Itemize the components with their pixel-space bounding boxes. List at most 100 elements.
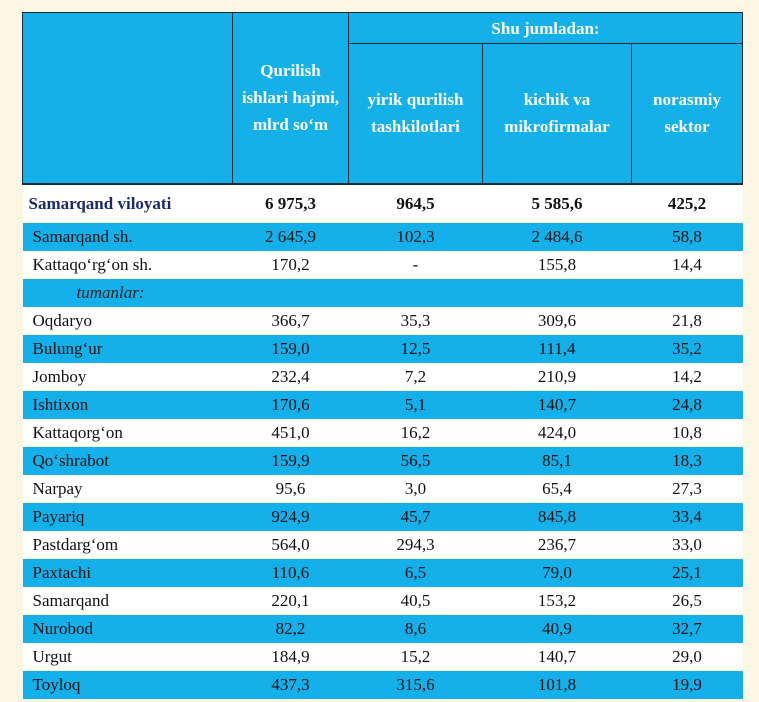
cell-small: 309,6 [482, 306, 632, 335]
cell-volume: 564,0 [232, 530, 349, 559]
cell-volume: 170,2 [232, 250, 349, 279]
cell-large: 12,5 [348, 334, 483, 363]
cell-informal: 19,9 [631, 670, 743, 699]
cell-small: 845,8 [482, 502, 632, 531]
cell-informal: 33,4 [631, 502, 743, 531]
cell-small: 210,9 [482, 362, 632, 391]
table-row: Samarqand sh. 2 645,9 102,3 2 484,6 58,8 [22, 222, 743, 251]
table-row: Paxtachi 110,6 6,5 79,0 25,1 [22, 558, 743, 587]
table-row: Oqdaryo 366,7 35,3 309,6 21,8 [22, 306, 743, 335]
header-large-firms: yirik qurilish tashkilotlari [348, 43, 483, 184]
cell-informal: 21,8 [631, 306, 743, 335]
cell-informal: 24,8 [631, 390, 743, 419]
cell-informal: 33,0 [631, 530, 743, 559]
cell-small: 40,9 [482, 614, 632, 643]
cell-large: 964,5 [348, 182, 483, 223]
cell-small: 140,7 [482, 390, 632, 419]
cell-volume: 451,0 [232, 418, 349, 447]
header-volume: Qurilish ishlari hajmi, mlrd so‘m [232, 12, 349, 184]
cell-informal: 27,3 [631, 474, 743, 503]
row-name: Samarqand [22, 586, 233, 615]
header-small-firms: kichik va mikrofirmalar [482, 43, 632, 184]
cell-large: 294,3 [348, 530, 483, 559]
cell-large: 315,6 [348, 670, 483, 699]
row-name: Oqdaryo [22, 306, 233, 335]
row-name: Payariq [22, 502, 233, 531]
cell-informal: 14,2 [631, 362, 743, 391]
row-name: Samarqand viloyati [22, 182, 233, 223]
table-row: Kattaqo‘rg‘on sh. 170,2-155,8 14,4 [22, 250, 743, 279]
cell-large: 8,6 [348, 614, 483, 643]
cell-small: 2 484,6 [482, 222, 632, 251]
cell-volume: 6 975,3 [232, 182, 349, 223]
cell-informal: 35,2 [631, 334, 743, 363]
cell-volume: 220,1 [232, 586, 349, 615]
cell-volume: 170,6 [232, 390, 349, 419]
row-name: Nurobod [22, 614, 233, 643]
row-name: Pastdarg‘om [22, 530, 233, 559]
header-informal-sector: norasmiy sektor [631, 43, 743, 184]
cell-volume: 110,6 [232, 558, 349, 587]
row-name: Kattaqorg‘on [22, 418, 233, 447]
cell-large: 15,2 [348, 642, 483, 671]
cell-large: 35,3 [348, 306, 483, 335]
cell-large: 3,0 [348, 474, 483, 503]
table-row: Payariq 924,9 45,7 845,8 33,4 [22, 502, 743, 531]
table-row: Jomboy 232,4 7,2 210,9 14,2 [22, 362, 743, 391]
table-body: Samarqand viloyati 6 975,3 964,5 5 585,6… [22, 182, 743, 699]
cell-large: 6,5 [348, 558, 483, 587]
cell-small: 101,8 [482, 670, 632, 699]
cell-small: 153,2 [482, 586, 632, 615]
row-name: Ishtixon [22, 390, 233, 419]
cell-small: 79,0 [482, 558, 632, 587]
cell-volume: 366,7 [232, 306, 349, 335]
table-row-subheader: tumanlar: [22, 278, 743, 307]
cell-large: 7,2 [348, 362, 483, 391]
cell-informal: 29,0 [631, 642, 743, 671]
cell-large: - [348, 250, 483, 279]
header-region-blank [22, 12, 233, 184]
cell-small: 424,0 [482, 418, 632, 447]
cell-informal: 14,4 [631, 250, 743, 279]
construction-table-container: Qurilish ishlari hajmi, mlrd so‘m Shu ju… [22, 12, 743, 699]
cell-small: 236,7 [482, 530, 632, 559]
cell-small: 111,4 [482, 334, 632, 363]
cell-informal: 425,2 [631, 182, 743, 223]
row-name: Bulung‘ur [22, 334, 233, 363]
cell-volume: 82,2 [232, 614, 349, 643]
table-row: Nurobod 82,2 8,6 40,9 32,7 [22, 614, 743, 643]
table-row: Qo‘shrabot 159,9 56,5 85,1 18,3 [22, 446, 743, 475]
cell-large: 5,1 [348, 390, 483, 419]
table-row: Urgut 184,9 15,2 140,7 29,0 [22, 642, 743, 671]
table-header: Qurilish ishlari hajmi, mlrd so‘m Shu ju… [22, 12, 743, 184]
row-name: Qo‘shrabot [22, 446, 233, 475]
row-name: Jomboy [22, 362, 233, 391]
header-group-label: Shu jumladan: [348, 12, 743, 44]
cell-small: 5 585,6 [482, 182, 632, 223]
cell-informal: 26,5 [631, 586, 743, 615]
cell-informal: 25,1 [631, 558, 743, 587]
cell-volume: 437,3 [232, 670, 349, 699]
cell-large: 16,2 [348, 418, 483, 447]
cell-volume: 95,6 [232, 474, 349, 503]
construction-volume-table: Qurilish ishlari hajmi, mlrd so‘m Shu ju… [22, 12, 743, 699]
row-name: Paxtachi [22, 558, 233, 587]
row-name: Narpay [22, 474, 233, 503]
cell-large: 40,5 [348, 586, 483, 615]
table-row-total: Samarqand viloyati 6 975,3 964,5 5 585,6… [22, 182, 743, 223]
cell-volume: 184,9 [232, 642, 349, 671]
table-row: Pastdarg‘om 564,0 294,3 236,7 33,0 [22, 530, 743, 559]
cell-volume: 232,4 [232, 362, 349, 391]
row-name: Toyloq [22, 670, 233, 699]
table-row: Samarqand 220,1 40,5 153,2 26,5 [22, 586, 743, 615]
cell-large: 56,5 [348, 446, 483, 475]
table-row: Kattaqorg‘on 451,0 16,2 424,0 10,8 [22, 418, 743, 447]
cell-small: 140,7 [482, 642, 632, 671]
cell-large: 102,3 [348, 222, 483, 251]
cell-small: 155,8 [482, 250, 632, 279]
cell-small: 65,4 [482, 474, 632, 503]
cell-informal: 32,7 [631, 614, 743, 643]
cell-volume: 159,0 [232, 334, 349, 363]
table-row: Ishtixon 170,6 5,1 140,7 24,8 [22, 390, 743, 419]
cell-large: 45,7 [348, 502, 483, 531]
